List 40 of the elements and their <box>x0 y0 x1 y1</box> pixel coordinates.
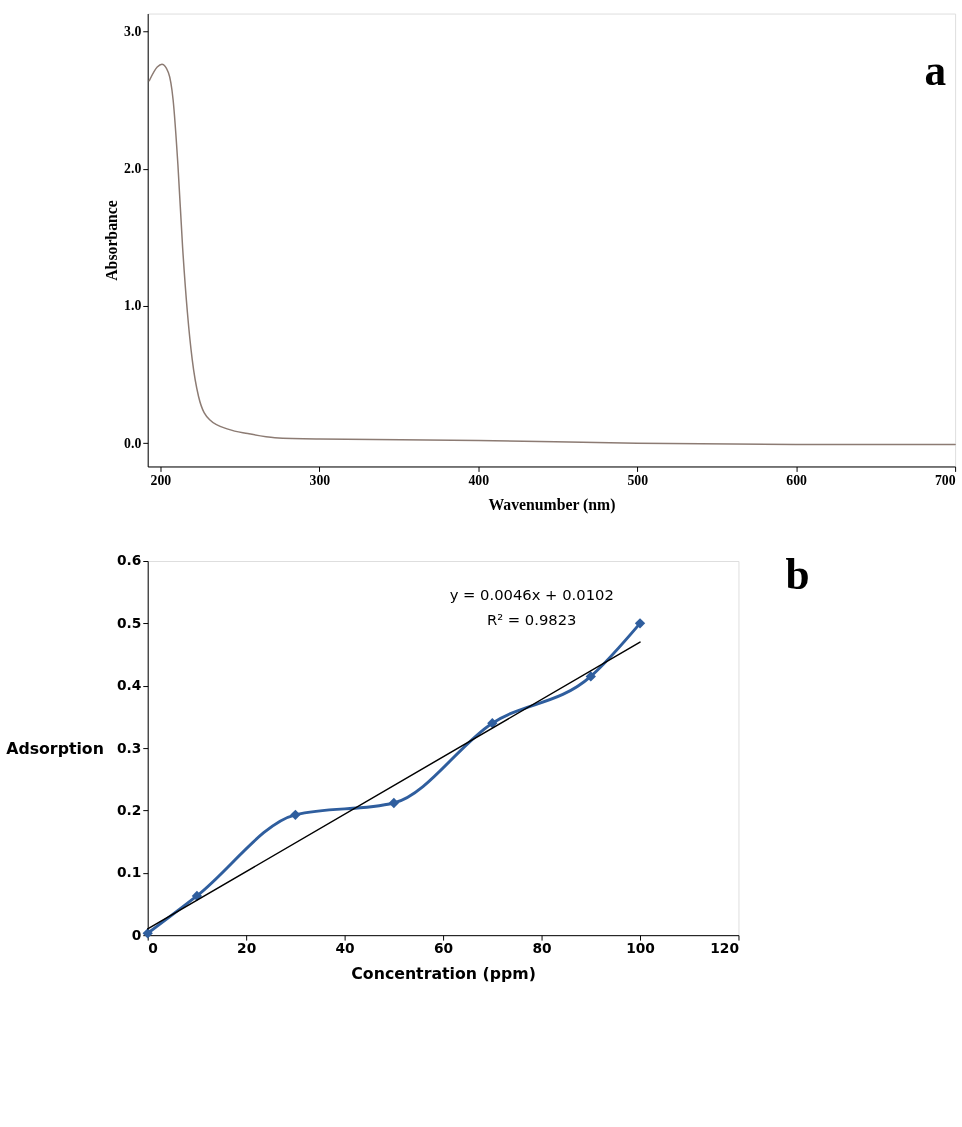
x-tick-label: 300 <box>309 472 331 488</box>
y-tick-label: 1.0 <box>124 298 142 314</box>
point <box>634 618 646 629</box>
annotation: R² = 0.9823 <box>486 611 577 629</box>
x-axis-title: Wavenumber (nm) <box>488 496 616 515</box>
y-tick-label: 0.5 <box>116 614 142 631</box>
point <box>585 671 596 682</box>
y-tick-label: 2.0 <box>124 161 142 177</box>
y-tick-label: 0.1 <box>116 864 142 881</box>
x-tick-label: 80 <box>532 940 552 957</box>
annotation: y = 0.0046x + 0.0102 <box>449 586 614 604</box>
x-tick-label: 500 <box>627 472 649 488</box>
point <box>388 797 400 809</box>
point <box>290 809 301 820</box>
line-series <box>148 63 956 446</box>
y-tick-label: 0.2 <box>116 801 142 818</box>
y-tick-label: 0.3 <box>116 739 142 756</box>
text: b <box>785 549 810 598</box>
point <box>191 890 203 902</box>
x-tick-label: 60 <box>434 940 454 957</box>
x-tick-label: 40 <box>335 940 355 957</box>
y-axis-title: Adsorption <box>6 738 104 758</box>
y-tick-label: 0 <box>131 926 142 943</box>
x-tick-label: 700 <box>934 472 956 488</box>
point <box>487 717 498 729</box>
x-tick-label: 600 <box>786 472 808 488</box>
x-tick-label: 400 <box>468 472 490 488</box>
x-tick-label: 20 <box>237 940 257 957</box>
y-tick-label: 0.4 <box>116 677 142 694</box>
point <box>142 928 153 939</box>
x-axis-title: Concentration (ppm) <box>351 963 536 983</box>
y-tick-label: 3.0 <box>124 23 142 39</box>
x-tick-label: 0 <box>148 940 158 957</box>
x-tick-label: 120 <box>710 940 739 957</box>
y-tick-label: 0.0 <box>124 435 142 451</box>
annotation: a <box>924 46 947 95</box>
y-tick-label: 0.6 <box>116 552 142 569</box>
x-tick-label: 100 <box>626 940 655 957</box>
y-axis-title: Absorbance <box>103 200 121 281</box>
x-tick-label: 200 <box>150 472 172 488</box>
